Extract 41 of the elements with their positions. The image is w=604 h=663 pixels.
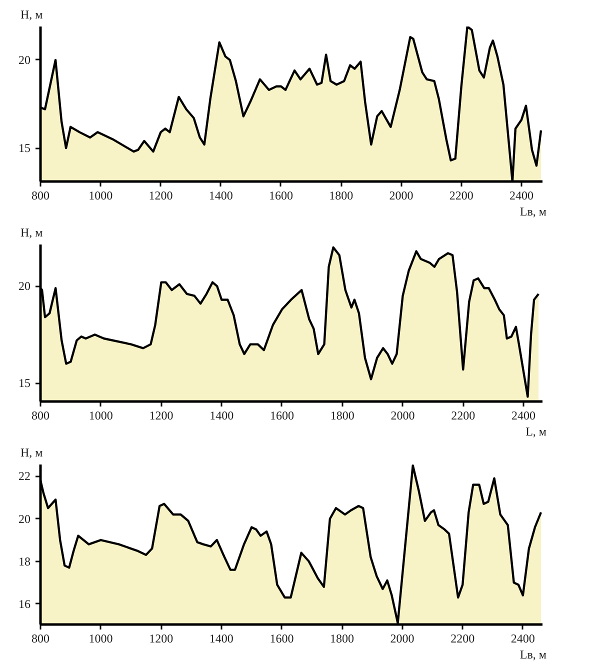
x-tick-label: 2400 bbox=[511, 408, 536, 422]
x-tick-label: 1000 bbox=[88, 188, 113, 202]
y-tick-label: 15 bbox=[18, 141, 30, 156]
x-tick-label: 2200 bbox=[449, 188, 474, 202]
y-tick-label: 18 bbox=[18, 554, 30, 568]
x-axis-title: Lв, м bbox=[520, 648, 547, 662]
x-tick-label: 800 bbox=[32, 188, 50, 202]
x-tick-label: 1600 bbox=[268, 188, 293, 202]
x-tick-label: 1600 bbox=[270, 632, 294, 646]
x-tick-label: 800 bbox=[32, 408, 50, 422]
y-axis-title: H, м bbox=[20, 8, 44, 22]
x-tick-label: 2400 bbox=[510, 632, 535, 646]
y-tick-label: 20 bbox=[18, 512, 30, 526]
y-axis-title: H, м bbox=[20, 226, 44, 240]
x-tick-label: 1000 bbox=[88, 408, 113, 422]
x-tick-label: 2200 bbox=[450, 632, 475, 646]
y-tick-label: 16 bbox=[18, 596, 30, 611]
x-tick-label: 2000 bbox=[389, 188, 414, 202]
x-tick-label: 1400 bbox=[209, 632, 234, 646]
x-tick-label: 1800 bbox=[329, 188, 354, 202]
x-tick-label: 1200 bbox=[149, 408, 174, 422]
y-tick-label: 20 bbox=[18, 52, 30, 67]
y-tick-label: 20 bbox=[18, 279, 30, 294]
y-axis-title: H, м bbox=[20, 446, 44, 460]
x-tick-label: 1200 bbox=[148, 188, 173, 202]
x-tick-label: 2000 bbox=[390, 632, 414, 646]
x-tick-label: 800 bbox=[32, 632, 50, 646]
y-tick-label: 15 bbox=[18, 376, 30, 390]
x-tick-label: 1600 bbox=[270, 408, 294, 422]
x-tick-label: 1200 bbox=[149, 632, 174, 646]
x-tick-label: 1000 bbox=[88, 632, 113, 646]
x-axis-title: Lв, м bbox=[520, 204, 547, 218]
x-tick-label: 2200 bbox=[451, 408, 476, 422]
x-tick-label: 1800 bbox=[330, 632, 354, 646]
x-tick-label: 1400 bbox=[208, 188, 233, 202]
x-axis-title: L, м bbox=[526, 424, 547, 438]
x-tick-label: 1400 bbox=[210, 408, 234, 422]
y-tick-label: 22 bbox=[18, 469, 30, 484]
x-tick-label: 2400 bbox=[509, 188, 534, 202]
x-tick-label: 2000 bbox=[390, 408, 415, 422]
x-tick-label: 1800 bbox=[330, 408, 354, 422]
